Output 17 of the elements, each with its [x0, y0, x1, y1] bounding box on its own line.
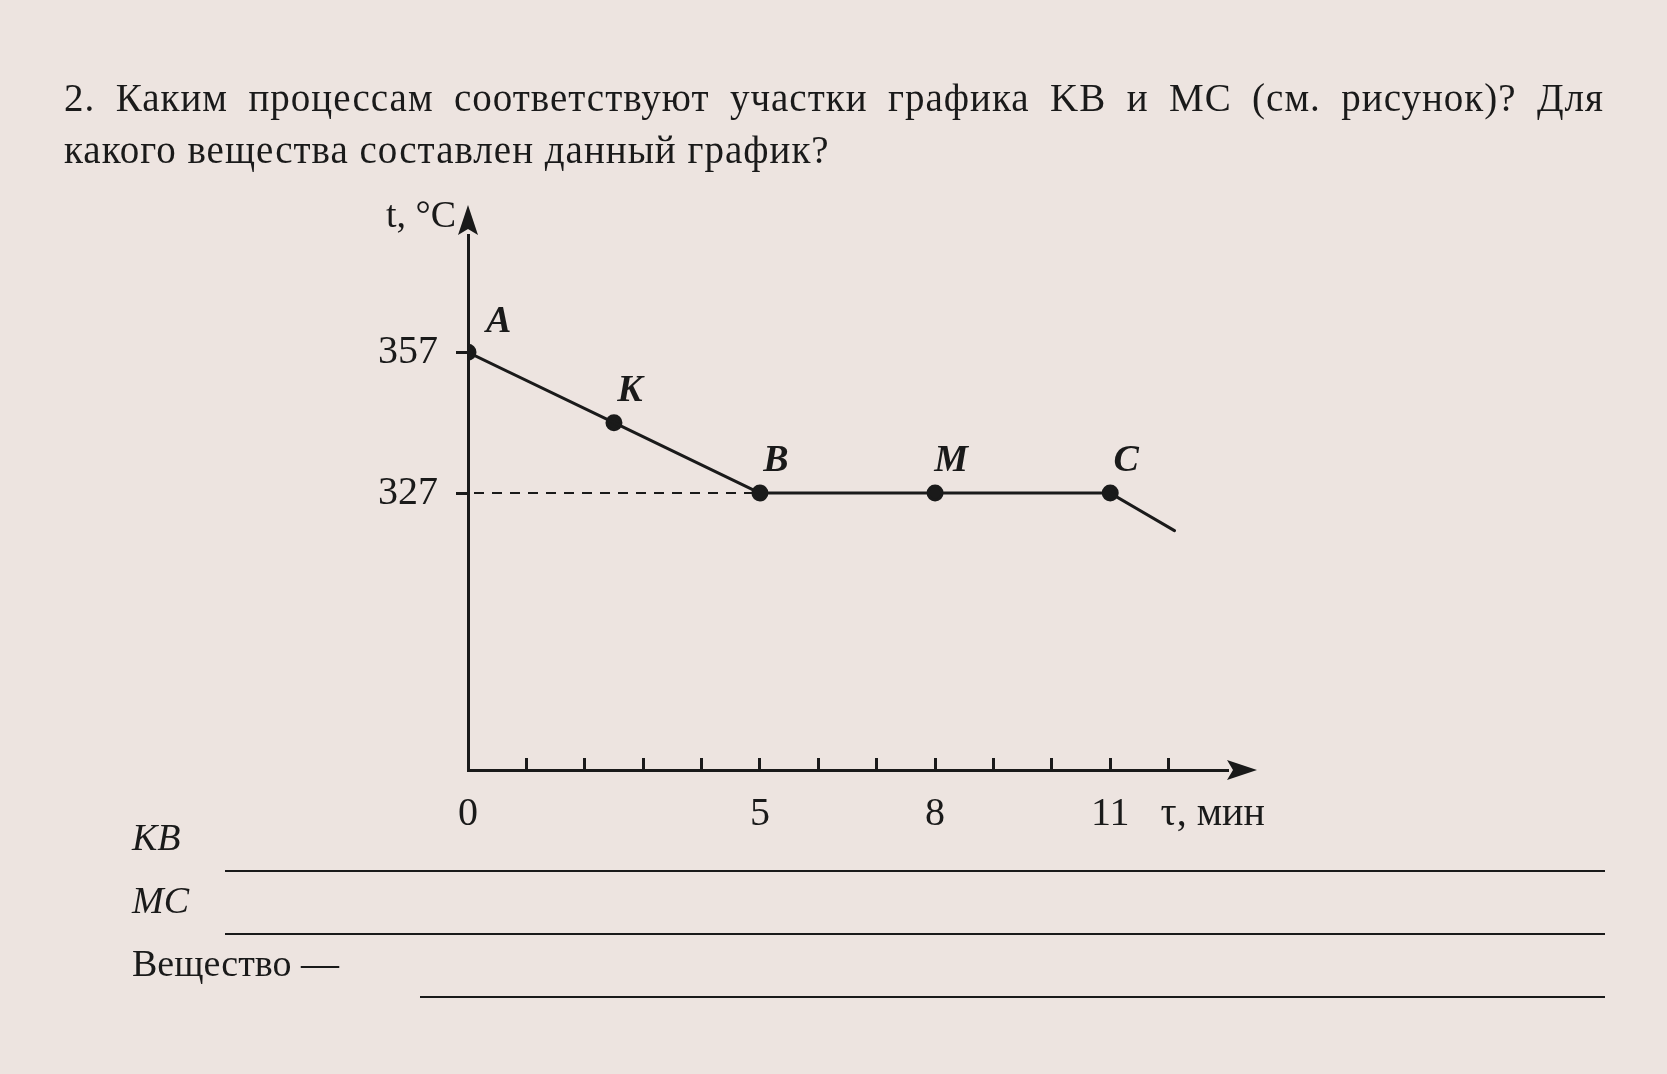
x-tick-label: 11 — [1090, 789, 1130, 834]
x-axis-title: τ, мин — [1160, 789, 1265, 834]
y-tick-label: 327 — [378, 467, 438, 513]
annotation: M — [933, 437, 970, 480]
y-axis-title: t, °C — [385, 193, 456, 235]
x-tick-label: 5 — [749, 789, 770, 834]
annotation: K — [616, 366, 646, 409]
x-tick-label: 0 — [458, 789, 478, 834]
text: KB — [132, 815, 181, 859]
y-tick-label: 357 — [378, 326, 438, 372]
x-tick-label: 8 — [925, 789, 946, 834]
annotation: C — [1113, 437, 1140, 480]
annotation: B — [762, 437, 789, 480]
annotation: A — [484, 298, 512, 341]
chart-title: 2. Каким процессам соответствуют участки графика KB и MC (см. рисунок)? Для какого вещества составлен данный график? — [64, 75, 1604, 174]
text: Вещество — — [132, 941, 339, 985]
text: MC — [132, 878, 189, 922]
